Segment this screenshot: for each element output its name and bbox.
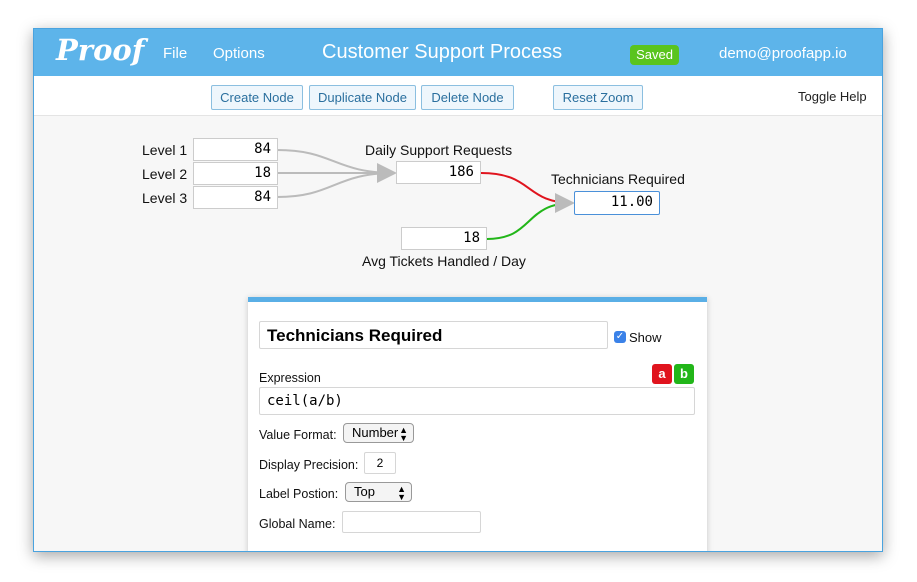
select-arrow: ▲ ▼ xyxy=(399,425,408,443)
node-value[interactable]: 84 xyxy=(193,186,278,209)
show-checkbox[interactable]: ✓ xyxy=(614,331,626,343)
edge-b xyxy=(486,193,575,240)
edge xyxy=(276,163,397,198)
node-value[interactable]: 18 xyxy=(193,162,278,185)
value-format-label: Value Format: xyxy=(259,428,337,442)
variable-b[interactable]: b xyxy=(674,364,694,384)
precision-input[interactable]: 2 xyxy=(364,452,396,474)
node-label: Level 1 xyxy=(142,142,188,158)
saved-badge: Saved xyxy=(630,45,679,65)
label-position-select[interactable]: Top ▲ ▼ xyxy=(345,482,412,502)
create-node-button[interactable]: Create Node xyxy=(211,85,303,110)
node-value[interactable]: 18 xyxy=(401,227,487,250)
node-label: Avg Tickets Handled / Day xyxy=(362,253,526,269)
node-editor-panel: Technicians Required ✓ Show Expression a… xyxy=(248,297,707,551)
header: Proof File Options Customer Support Proc… xyxy=(34,29,882,76)
connections xyxy=(276,149,575,240)
menu-options[interactable]: Options xyxy=(213,45,265,62)
reset-zoom-button[interactable]: Reset Zoom xyxy=(553,85,643,110)
expression-input[interactable]: ceil(a/b) xyxy=(259,387,695,415)
node-value[interactable]: 84 xyxy=(193,138,278,161)
global-name-label: Global Name: xyxy=(259,517,336,531)
name-input[interactable]: Technicians Required xyxy=(259,321,608,349)
node-label: Level 2 xyxy=(142,166,188,182)
app-window: Proof File Options Customer Support Proc… xyxy=(33,28,883,552)
menu-file[interactable]: File xyxy=(163,45,188,62)
node-label: Level 3 xyxy=(142,190,188,206)
document-title[interactable]: Customer Support Process xyxy=(322,41,563,63)
toolbar: Create Node Duplicate Node Delete Node R… xyxy=(34,76,882,116)
duplicate-node-button[interactable]: Duplicate Node xyxy=(309,85,416,110)
toggle-help[interactable]: Toggle Help xyxy=(798,89,867,104)
delete-node-button[interactable]: Delete Node xyxy=(421,85,514,110)
node-label: Daily Support Requests xyxy=(365,142,513,158)
select-arrow: ▲ ▼ xyxy=(397,484,406,502)
precision-label: Display Precision: xyxy=(259,458,359,472)
show-label: Show xyxy=(629,330,662,345)
logo[interactable]: Proof xyxy=(56,33,145,67)
node-value[interactable]: 186 xyxy=(396,161,481,184)
label-position-label: Label Postion: xyxy=(259,487,339,501)
expression-label: Expression xyxy=(259,371,321,385)
variable-a[interactable]: a xyxy=(652,364,672,384)
value-format-select[interactable]: Number ▲ ▼ xyxy=(343,423,414,443)
node-label: Technicians Required xyxy=(551,171,685,187)
user-email[interactable]: demo@proofapp.io xyxy=(719,45,847,62)
global-name-input[interactable] xyxy=(342,511,481,533)
node-value[interactable]: 11.00 xyxy=(574,191,660,215)
